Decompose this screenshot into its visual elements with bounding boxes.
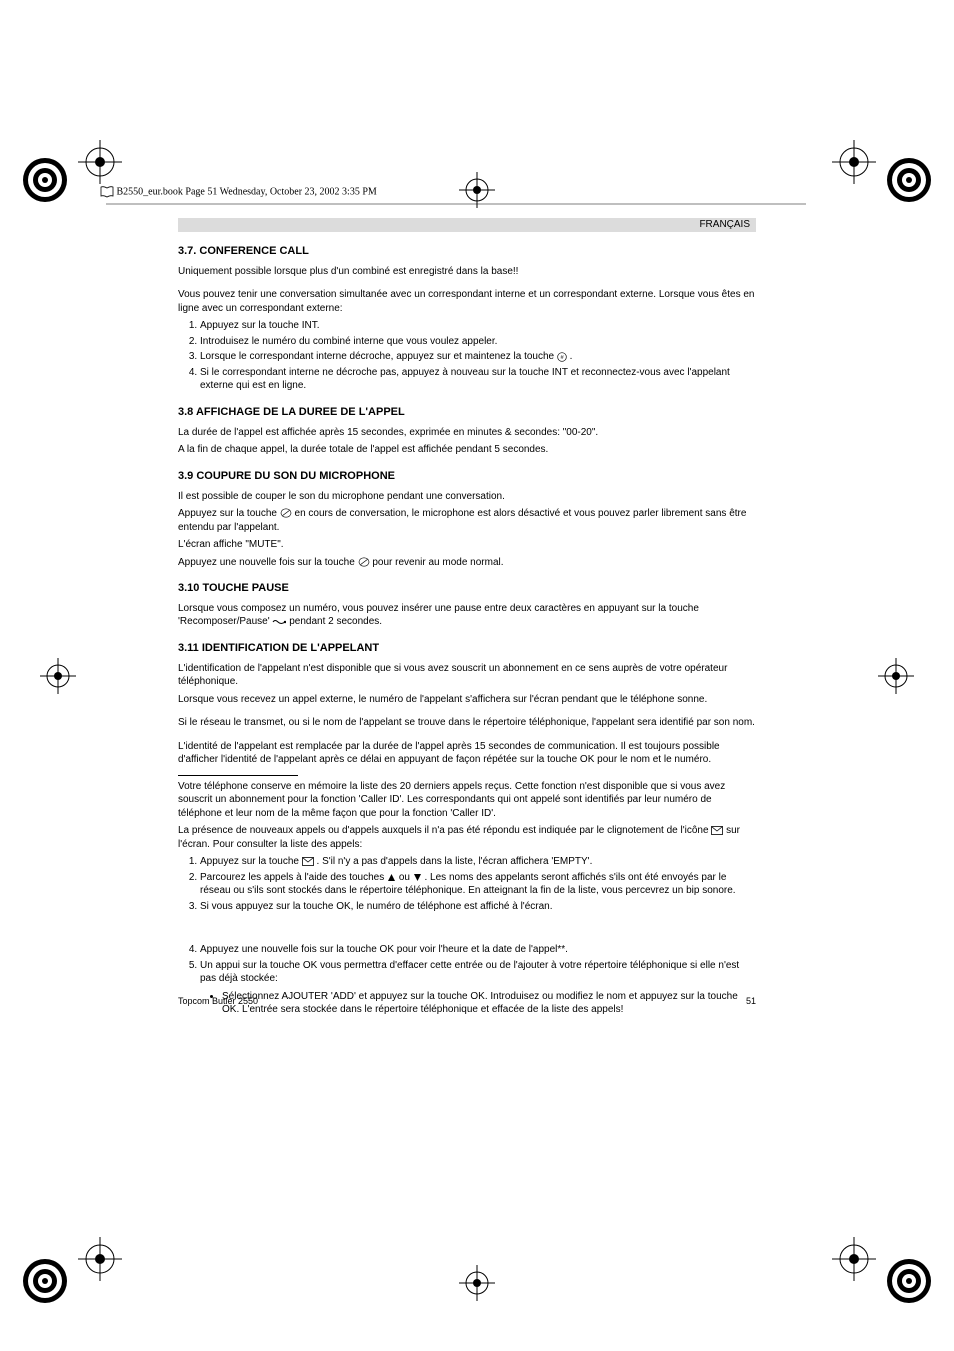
svg-text:#: #: [560, 355, 564, 361]
s37-list: Appuyez sur la touche INT. Introduisez l…: [178, 319, 756, 393]
print-header-line: B2550_eur.book Page 51 Wednesday, Octobe…: [100, 186, 954, 209]
page-content: FRANÇAIS 3.7. CONFERENCE CALL Uniquement…: [178, 218, 756, 1023]
s39-p4: Appuyez une nouvelle fois sur la touche …: [178, 556, 756, 570]
s39-p3: L'écran affiche "MUTE".: [178, 538, 756, 552]
s311-list1: Appuyez sur la touche . S'il n'y a pas d…: [178, 855, 756, 913]
redial-pause-icon: [272, 618, 286, 626]
section-3-11-title: 3.11 IDENTIFICATION DE L'APPELANT: [178, 641, 756, 656]
hash-key-icon: #: [557, 352, 567, 362]
s38-p2: A la fin de chaque appel, la durée total…: [178, 443, 756, 457]
list-item: Un appui sur la touche OK vous permettra…: [200, 959, 756, 1017]
s39-p1: Il est possible de couper le son du micr…: [178, 490, 756, 504]
header-rule-icon: [106, 201, 806, 207]
footer-product: Topcom Butler 2550: [178, 995, 258, 1007]
s38-p1: La durée de l'appel est affichée après 1…: [178, 426, 756, 440]
book-icon: [100, 186, 114, 198]
s311-p3: Si le réseau le transmet, ou si le nom d…: [178, 716, 756, 730]
language-label: FRANÇAIS: [699, 219, 750, 230]
mute-key-icon: [358, 557, 370, 567]
header-text: B2550_eur.book Page 51 Wednesday, Octobe…: [117, 186, 377, 197]
s37-p2: Vous pouvez tenir une conversation simul…: [178, 288, 756, 315]
page-footer: Topcom Butler 2550 51: [178, 995, 756, 1007]
list-item: Appuyez sur la touche INT.: [200, 319, 756, 333]
list-item: Parcourez les appels à l'aide des touche…: [200, 871, 756, 898]
print-disc-bl: [20, 1256, 70, 1306]
list-item: Lorsque le correspondant interne décroch…: [200, 350, 756, 364]
s310-p1: Lorsque vous composez un numéro, vous po…: [178, 602, 756, 629]
s311-p2: Lorsque vous recevez un appel externe, l…: [178, 693, 756, 707]
list-item: Appuyez sur la touche . S'il n'y a pas d…: [200, 855, 756, 869]
crop-mark-tr: [832, 140, 876, 184]
s37-p1: Uniquement possible lorsque plus d'un co…: [178, 265, 756, 279]
down-arrow-icon: [413, 873, 422, 882]
divider-rule: [178, 775, 298, 776]
crop-mark-bl: [78, 1237, 122, 1281]
envelope-icon: [302, 857, 314, 866]
section-3-9-title: 3.9 COUPURE DU SON DU MICROPHONE: [178, 469, 756, 484]
register-mark-left: [40, 658, 76, 694]
list-item: Introduisez le numéro du combiné interne…: [200, 335, 756, 349]
s311-p1: L'identification de l'appelant n'est dis…: [178, 662, 756, 689]
s311-p5: Votre téléphone conserve en mémoire la l…: [178, 780, 756, 821]
envelope-icon: [711, 826, 723, 835]
print-disc-tl: [20, 155, 70, 205]
crop-mark-tl: [78, 140, 122, 184]
s311-p4: L'identité de l'appelant est remplacée p…: [178, 740, 756, 767]
print-disc-br: [884, 1256, 934, 1306]
footer-page-number: 51: [746, 995, 756, 1007]
list-item: Si vous appuyez sur la touche OK, le num…: [200, 900, 756, 914]
register-mark-bottom: [459, 1265, 495, 1301]
section-3-8-title: 3.8 AFFICHAGE DE LA DUREE DE L'APPEL: [178, 405, 756, 420]
mute-key-icon: [280, 508, 292, 518]
list-item: Appuyez une nouvelle fois sur la touche …: [200, 943, 756, 957]
section-3-7-title: 3.7. CONFERENCE CALL: [178, 244, 756, 259]
up-arrow-icon: [387, 873, 396, 882]
language-bar: FRANÇAIS: [178, 218, 756, 232]
register-mark-right: [878, 658, 914, 694]
s39-p2: Appuyez sur la touche en cours de conver…: [178, 507, 756, 534]
crop-mark-br: [832, 1237, 876, 1281]
section-3-10-title: 3.10 TOUCHE PAUSE: [178, 581, 756, 596]
s311-p6: La présence de nouveaux appels ou d'appe…: [178, 824, 756, 851]
list-item: Si le correspondant interne ne décroche …: [200, 366, 756, 393]
